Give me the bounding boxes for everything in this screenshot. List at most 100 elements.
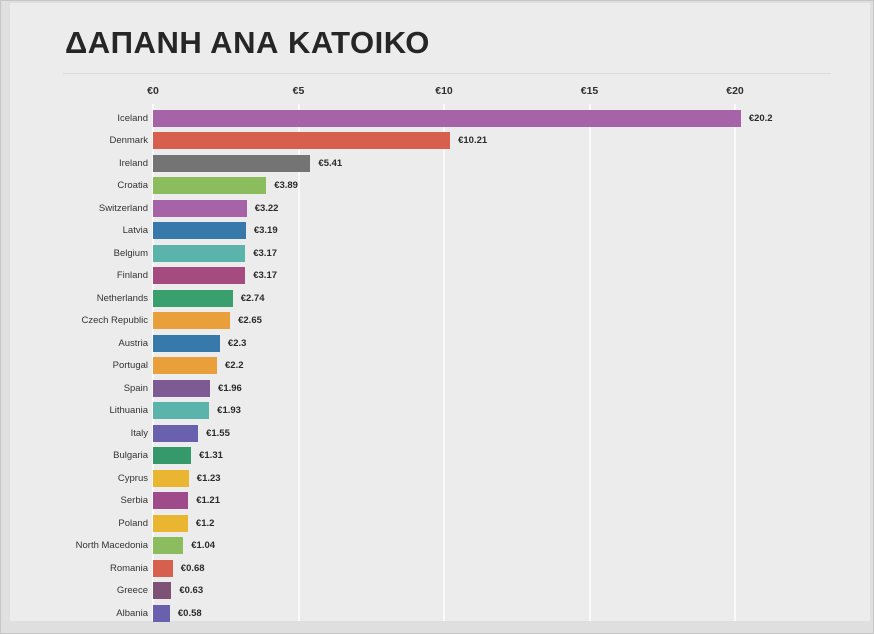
bar — [153, 334, 220, 352]
value-label: €2.74 — [240, 292, 265, 304]
plot-area: Iceland €20.2 Denmark €10.21 Ireland €5.… — [1, 104, 873, 625]
category-label: Latvia — [122, 225, 148, 237]
value-label: €3.89 — [274, 180, 298, 192]
value-label: €5.41 — [318, 157, 343, 169]
value-label: €1.31 — [199, 450, 223, 462]
bar — [153, 559, 173, 577]
bar-row: Serbia €1.21 — [1, 490, 873, 513]
bar-row: Netherlands €2.74 — [1, 287, 873, 310]
category-label: Netherlands — [96, 292, 148, 304]
x-axis: €0 €5 €10 €15 €20 — [1, 85, 873, 99]
bar — [153, 492, 189, 510]
bar-row: Albania €0.58 — [1, 602, 873, 625]
value-label: €1.04 — [191, 540, 216, 552]
category-label: Greece — [116, 585, 148, 597]
bar-row: Finland €3.17 — [1, 265, 873, 288]
bar — [153, 402, 210, 420]
value-label: €1.96 — [218, 382, 242, 394]
bar-row: Austria €2.3 — [1, 332, 873, 355]
gridline — [588, 104, 591, 621]
x-axis-tick: €10 — [435, 85, 453, 97]
bar — [153, 312, 231, 330]
bar — [153, 132, 451, 150]
value-label: €1.55 — [206, 427, 230, 439]
bar-row: Lithuania €1.93 — [1, 400, 873, 423]
value-label: €3.19 — [253, 225, 278, 237]
value-label: €1.2 — [195, 517, 215, 529]
category-label: North Macedonia — [75, 540, 148, 552]
bar — [153, 514, 188, 532]
category-label: Croatia — [117, 180, 148, 192]
category-label: Romania — [109, 562, 148, 574]
x-axis-tick: €5 — [292, 85, 305, 97]
x-axis-tick: €15 — [580, 85, 599, 97]
bar-row: Ireland €5.41 — [1, 152, 873, 175]
bar-row: Belgium €3.17 — [1, 242, 873, 265]
value-label: €3.22 — [254, 202, 279, 214]
category-label: Spain — [123, 382, 148, 394]
category-label: Belgium — [113, 247, 148, 259]
value-label: €20.2 — [748, 112, 773, 124]
category-label: Cyprus — [117, 472, 148, 484]
bar — [153, 267, 246, 285]
bar-row: Denmark €10.21 — [1, 130, 873, 153]
bar — [153, 177, 267, 195]
category-label: Iceland — [117, 112, 148, 124]
bar — [153, 289, 233, 307]
gridline — [734, 104, 736, 621]
category-label: Finland — [116, 270, 148, 282]
bar — [153, 154, 311, 172]
bar-row: Bulgaria €1.31 — [1, 445, 873, 468]
bar-row: Switzerland €3.22 — [1, 197, 873, 220]
bar-row: Cyprus €1.23 — [1, 467, 873, 490]
value-label: €0.68 — [180, 562, 205, 574]
gridline — [443, 104, 445, 621]
title-divider — [63, 73, 831, 74]
bar-row: Iceland €20.2 — [1, 107, 873, 130]
value-label: €2.65 — [238, 315, 262, 327]
category-label: Switzerland — [98, 202, 148, 214]
bar-row: Latvia €3.19 — [1, 220, 873, 243]
category-label: Italy — [130, 427, 148, 439]
bar — [153, 222, 246, 240]
bar-row: Croatia €3.89 — [1, 175, 873, 198]
category-label: Lithuania — [109, 405, 148, 417]
bar-row: Italy €1.55 — [1, 422, 873, 445]
x-axis-tick: €20 — [726, 85, 744, 97]
value-label: €2.3 — [227, 337, 247, 349]
bar-row: Portugal €2.2 — [1, 355, 873, 378]
value-label: €3.17 — [253, 247, 278, 259]
x-axis-tick: €0 — [147, 85, 159, 97]
bar-row: Czech Republic €2.65 — [1, 310, 873, 333]
bar — [153, 447, 192, 465]
bar-row: North Macedonia €1.04 — [1, 535, 873, 558]
value-label: €10.21 — [458, 135, 488, 147]
category-label: Poland — [118, 517, 148, 529]
bar — [153, 379, 211, 397]
category-label: Denmark — [109, 135, 148, 147]
category-label: Austria — [118, 337, 148, 349]
category-label: Czech Republic — [81, 315, 148, 327]
page-edge-line — [7, 1, 8, 621]
value-label: €2.2 — [225, 360, 244, 372]
bar — [153, 537, 184, 555]
category-label: Serbia — [120, 495, 148, 507]
bar — [153, 469, 189, 487]
bar — [153, 582, 172, 600]
value-label: €0.63 — [179, 585, 204, 597]
category-label: Portugal — [112, 360, 148, 372]
value-label: €3.17 — [253, 270, 278, 282]
bar-rows: Iceland €20.2 Denmark €10.21 Ireland €5.… — [1, 104, 873, 625]
page-edge-line — [4, 1, 5, 621]
bar — [153, 604, 170, 622]
bar-row: Greece €0.63 — [1, 580, 873, 603]
category-label: Bulgaria — [113, 450, 148, 462]
bar — [153, 244, 246, 262]
bar — [153, 424, 199, 442]
bar — [153, 357, 218, 375]
value-label: €0.58 — [177, 607, 202, 619]
bar — [153, 199, 247, 217]
category-label: Ireland — [118, 157, 148, 169]
bar-row: Spain €1.96 — [1, 377, 873, 400]
